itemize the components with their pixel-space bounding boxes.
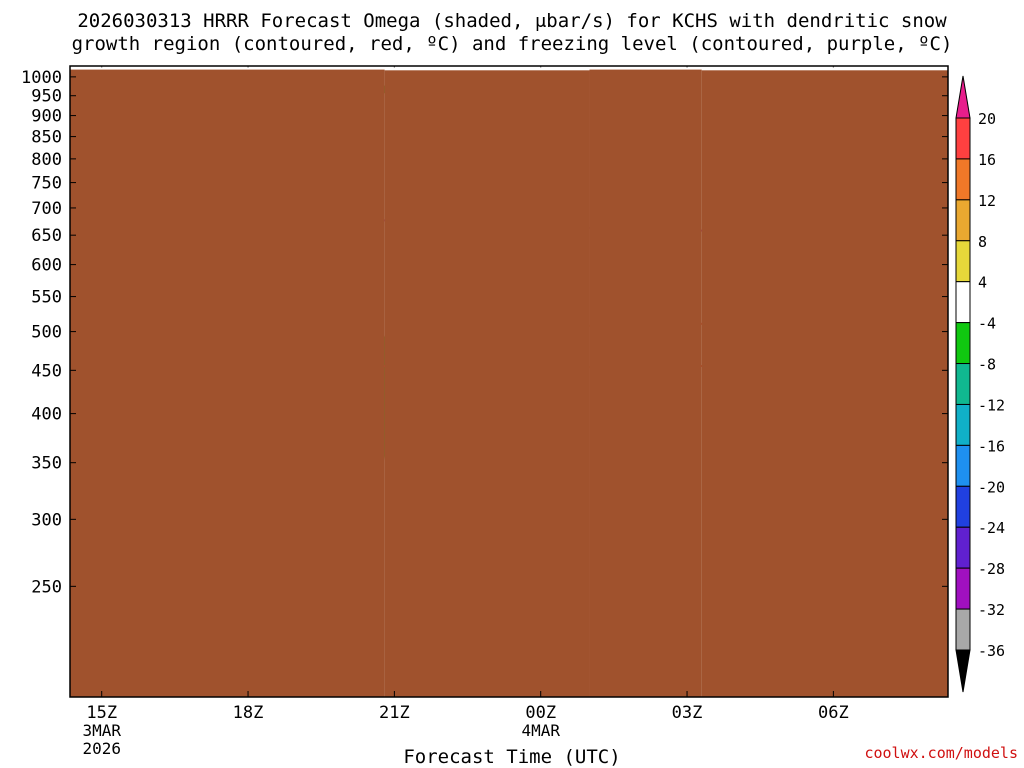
y-tick-label: 650: [31, 226, 62, 246]
colorbar-bin: [955, 485, 971, 528]
colorbar-label: 8: [978, 233, 987, 251]
colorbar-bin: [955, 363, 971, 405]
colorbar-label: -8: [978, 356, 996, 374]
colorbar-label: 12: [978, 192, 996, 210]
y-tick-label: 1000: [21, 68, 62, 88]
colorbar-bin: [955, 526, 971, 569]
plot-frame: [69, 65, 949, 698]
colorbar-label: -32: [978, 601, 1005, 619]
y-tick-label: 600: [31, 256, 62, 276]
x-tick-label: 06Z: [818, 703, 849, 723]
colorbar-label: -4: [978, 315, 996, 333]
y-tick-label: 300: [31, 510, 62, 530]
x-tick-label: 03Z: [672, 703, 703, 723]
colorbar-top-arrow: [955, 75, 971, 119]
y-tick-label: 700: [31, 199, 62, 219]
colorbar-label: -24: [978, 519, 1005, 537]
x-tick-year-label: 2026: [82, 739, 121, 758]
colorbar-bin: [955, 322, 971, 365]
ground-terrain: [384, 70, 590, 697]
colorbar-bin: [955, 281, 971, 324]
y-tick-label: 800: [31, 150, 62, 170]
credit-link[interactable]: coolwx.com/models: [864, 744, 1018, 762]
x-tick-label: 15Z: [86, 703, 117, 723]
colorbar-label: -16: [978, 437, 1005, 455]
chart-title-line1: 2026030313 HRRR Forecast Omega (shaded, …: [77, 10, 947, 32]
ground-terrain: [589, 69, 702, 697]
colorbar-bin: [955, 403, 971, 446]
colorbar-label: -20: [978, 478, 1005, 496]
y-tick-label: 850: [31, 128, 62, 148]
ground-terrain: [70, 69, 385, 697]
colorbar-label: 4: [978, 274, 987, 292]
y-tick-label: 450: [31, 361, 62, 381]
plot-area: -18-18-18-12-120: [70, 66, 948, 697]
y-tick-label: 400: [31, 405, 62, 425]
chart-title-line2: growth region (contoured, red, ºC) and f…: [71, 33, 953, 55]
colorbar-label: 20: [978, 110, 996, 128]
colorbar-bin: [955, 199, 971, 242]
colorbar-label: -28: [978, 560, 1005, 578]
y-tick-label: 500: [31, 323, 62, 343]
y-tick-label: 250: [31, 577, 62, 597]
y-tick-label: 950: [31, 87, 62, 107]
x-tick-label: 21Z: [379, 703, 410, 723]
colorbar-label: -12: [978, 396, 1005, 414]
y-tick-label: 350: [31, 454, 62, 474]
x-axis-title: Forecast Time (UTC): [403, 746, 621, 768]
y-tick-label: 750: [31, 174, 62, 194]
x-tick-label: 00Z: [525, 703, 556, 723]
ground-terrain: [701, 70, 948, 697]
x-tick-date-label: 3MAR: [82, 721, 121, 740]
y-tick-label: 550: [31, 288, 62, 308]
y-tick-label: 900: [31, 107, 62, 127]
colorbar-bin: [955, 240, 971, 283]
colorbar-label: 16: [978, 151, 996, 169]
x-tick-date-label: 4MAR: [521, 721, 560, 740]
colorbar-label: -36: [978, 642, 1005, 660]
colorbar-bin: [955, 158, 971, 201]
colorbar-bin: [955, 117, 971, 160]
colorbar-bin: [955, 608, 971, 651]
colorbar-bin: [955, 567, 971, 610]
colorbar-bottom-arrow: [955, 649, 971, 693]
colorbar-bin: [955, 444, 971, 487]
x-tick-label: 18Z: [233, 703, 264, 723]
